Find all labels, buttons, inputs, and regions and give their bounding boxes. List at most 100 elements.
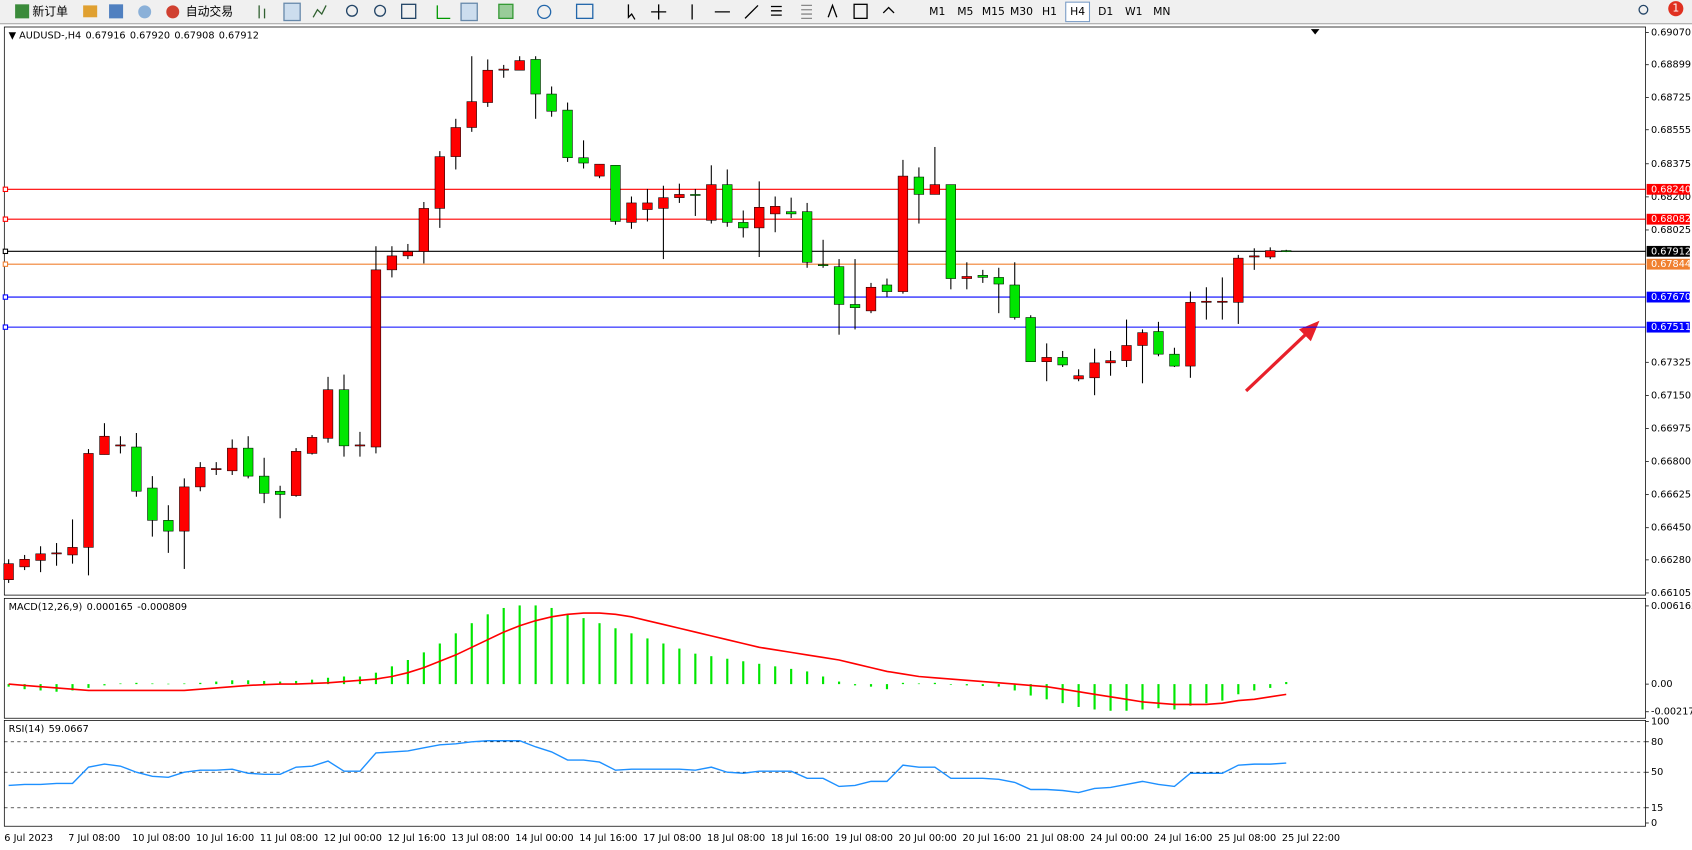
candle-body <box>770 206 781 215</box>
candle-body <box>418 208 429 252</box>
macd-bar <box>1285 682 1288 685</box>
macd-bar <box>183 683 186 685</box>
candle-body <box>131 446 142 492</box>
candle-body <box>466 101 477 128</box>
candle-body <box>51 552 62 555</box>
candle-body <box>913 176 925 195</box>
candle-body <box>1121 345 1132 361</box>
rsi-line <box>8 740 1287 794</box>
timeframe-button[interactable]: M30 <box>1010 5 1033 18</box>
toolbar: 新订单 自动交易 1 M1 M5 M15 M30 H <box>0 0 1692 25</box>
macd-bar <box>1221 684 1224 701</box>
candle-body <box>1249 255 1260 258</box>
timeframe-button[interactable]: MN <box>1153 5 1170 18</box>
new-order-icon[interactable] <box>15 4 30 19</box>
macd-bar <box>901 682 905 685</box>
icon[interactable] <box>537 4 552 20</box>
macd-bar <box>1205 684 1208 704</box>
notification-badge[interactable] <box>1668 1 1684 17</box>
timeframe-button[interactable]: D1 <box>1098 5 1113 18</box>
x-tick-label: 14 Jul 00:00 <box>515 833 573 844</box>
candle-body <box>514 60 525 71</box>
macd-bar <box>310 679 314 685</box>
icon[interactable] <box>138 5 152 19</box>
timeframe-button[interactable]: H1 <box>1042 5 1057 18</box>
price-line-handle <box>2 248 9 255</box>
timeframe-button[interactable]: M1 <box>929 5 945 18</box>
macd-header: MACD(12,26,9) 0.000165 -0.000809 <box>9 602 187 613</box>
new-order-button[interactable]: 新订单 <box>32 4 68 18</box>
search-icon[interactable] <box>1638 4 1649 15</box>
candle-body <box>865 286 877 312</box>
macd-bar <box>326 677 330 685</box>
icon[interactable] <box>651 4 667 20</box>
icon[interactable] <box>436 5 451 20</box>
candle-body <box>1265 250 1276 258</box>
timeframe-button[interactable]: M5 <box>957 5 973 18</box>
price-label-box <box>1646 245 1690 257</box>
icon[interactable] <box>83 5 98 18</box>
macd-bar <box>885 684 889 690</box>
candle-body <box>1233 257 1244 303</box>
candle-body <box>179 486 190 532</box>
macd-bar <box>997 684 1000 687</box>
icon[interactable] <box>401 3 417 20</box>
macd-bar <box>678 648 681 685</box>
candle-body <box>674 194 685 198</box>
candle-body <box>370 269 382 448</box>
candle-body <box>610 165 621 222</box>
icon[interactable] <box>374 4 387 17</box>
macd-bar <box>454 633 457 685</box>
auto-trade-icon[interactable] <box>166 5 180 19</box>
macd-bar <box>582 618 585 685</box>
x-tick-label: 13 Jul 08:00 <box>451 833 509 844</box>
annotation-arrow <box>1244 320 1320 393</box>
auto-trade-button[interactable]: 自动交易 <box>186 4 233 18</box>
price-line-handle <box>2 186 9 193</box>
icon[interactable] <box>575 3 594 20</box>
candle-body <box>801 211 813 263</box>
macd-bar <box>598 623 601 685</box>
icon[interactable] <box>345 4 359 17</box>
candle-body <box>1041 357 1052 363</box>
y-tick-label: 0.68899 <box>1651 60 1691 71</box>
icon[interactable] <box>109 4 124 19</box>
y-tick-label: 0.68375 <box>1651 159 1691 170</box>
timeframe-button[interactable]: H4 <box>1070 5 1085 18</box>
y-tick-label: 0.68725 <box>1651 93 1691 104</box>
macd-bar <box>837 681 841 685</box>
y-tick-label: 0.66800 <box>1651 457 1691 468</box>
macd-bar <box>853 684 857 686</box>
candle-body <box>386 255 398 271</box>
candle-body <box>434 156 445 209</box>
y-tick-label: 0.66625 <box>1651 490 1691 501</box>
macd-bar <box>518 605 521 685</box>
price-label-box <box>1646 258 1690 270</box>
timeframe-button[interactable]: M15 <box>982 5 1005 18</box>
macd-bar <box>710 656 713 685</box>
rsi-title: RSI(14) <box>9 724 45 735</box>
macd-bar <box>917 683 920 685</box>
icon[interactable] <box>627 4 636 20</box>
icon[interactable] <box>827 3 838 18</box>
timeframe-button[interactable]: W1 <box>1125 5 1143 18</box>
macd-bar <box>1237 684 1240 695</box>
x-tick-label: 20 Jul 16:00 <box>963 833 1021 844</box>
icon[interactable] <box>691 4 782 20</box>
candle-body <box>1073 375 1084 380</box>
rsi-header: RSI(14) 59.0667 <box>9 724 89 735</box>
icon[interactable] <box>460 2 478 22</box>
x-tick-label: 14 Jul 16:00 <box>579 833 637 844</box>
icon[interactable] <box>853 3 868 20</box>
icon[interactable] <box>258 5 266 19</box>
icon[interactable] <box>312 5 327 18</box>
icon[interactable] <box>283 2 301 22</box>
icon[interactable] <box>498 3 514 20</box>
y-tick-label: 0.006162 <box>1651 601 1692 612</box>
macd-bar <box>438 643 441 685</box>
icon[interactable] <box>882 6 895 14</box>
macd-bar <box>279 681 282 685</box>
macd-bar <box>869 684 873 687</box>
icon[interactable] <box>801 4 812 20</box>
